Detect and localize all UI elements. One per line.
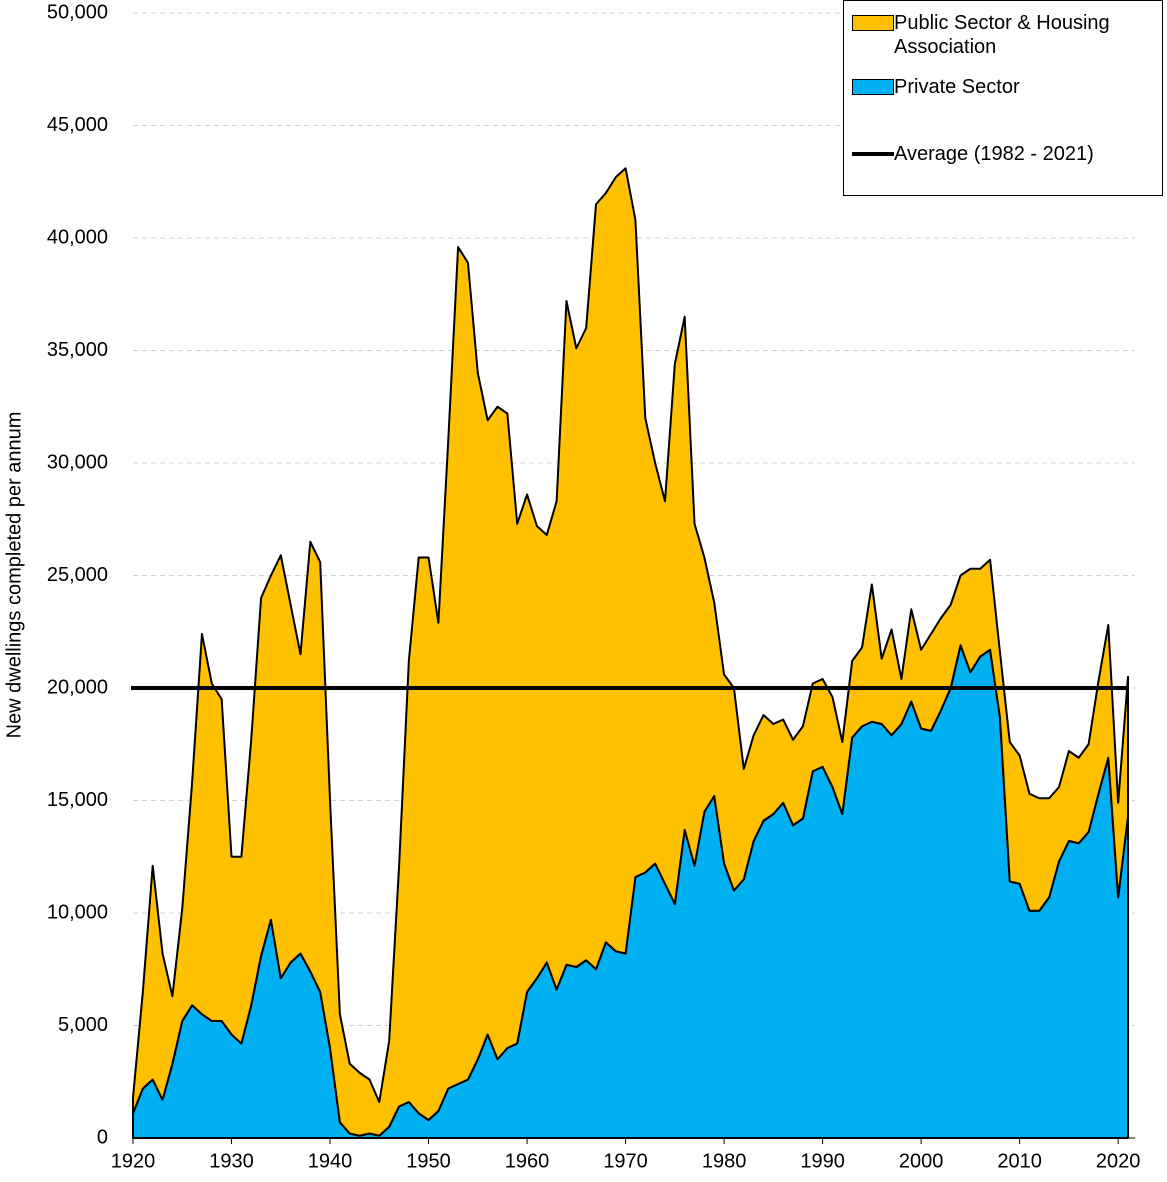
y-tick-label: 0 [97,1126,108,1148]
y-tick-label: 25,000 [47,564,108,586]
x-tick-label: 1930 [209,1150,254,1172]
legend-item: Average (1982 - 2021) [852,142,1094,166]
x-tick-label: 2010 [997,1150,1042,1172]
y-axis-label: New dwellings completed per annum [3,412,25,739]
legend-swatch [852,15,894,31]
x-tick-label: 1960 [505,1150,550,1172]
y-tick-label: 45,000 [47,114,108,136]
x-tick-label: 1990 [800,1150,845,1172]
x-tick-label: 2000 [899,1150,944,1172]
legend: Public Sector & Housing Association Priv… [843,0,1163,196]
y-tick-label: 40,000 [47,226,108,248]
x-tick-label: 1940 [308,1150,353,1172]
x-tick-label: 1980 [702,1150,747,1172]
legend-swatch [852,152,894,156]
y-tick-label: 15,000 [47,789,108,811]
y-tick-label: 50,000 [47,1,108,23]
legend-item: Private Sector [852,75,1020,99]
x-tick-label: 1950 [406,1150,451,1172]
area [132,167,1129,1137]
legend-label: Private Sector [894,76,1020,98]
x-tick-label: 1920 [111,1150,156,1172]
y-tick-label: 5,000 [58,1014,108,1036]
y-tick-label: 10,000 [47,901,108,923]
x-tick-label: 1970 [603,1150,648,1172]
legend-label: Public Sector & Housing Association [894,12,1110,58]
legend-swatch [852,79,894,95]
y-tick-label: 35,000 [47,339,108,361]
x-tick-label: 2020 [1096,1150,1141,1172]
y-tick-label: 20,000 [47,676,108,698]
legend-item: Public Sector & Housing Association [852,11,1156,59]
y-tick-label: 30,000 [47,451,108,473]
legend-label: Average (1982 - 2021) [894,143,1094,165]
